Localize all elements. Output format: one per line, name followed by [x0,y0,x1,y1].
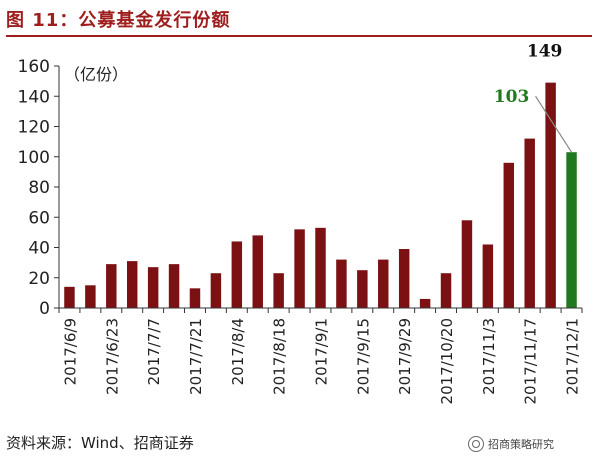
x-tick-label: 2017/9/1 [313,318,331,385]
bar [252,235,263,308]
annotation-leader-line [535,95,573,153]
x-tick-label: 2017/6/9 [61,318,79,385]
x-tick-label: 2017/11/3 [480,318,498,395]
y-tick-label: 140 [18,87,50,107]
wechat-icon [468,436,484,452]
x-tick-label: 2017/7/7 [145,318,163,385]
bar [315,227,326,308]
bar [440,273,452,308]
bar [231,241,243,308]
bar [419,298,431,308]
x-axis: 2017/6/9 2017/6/23 2017/7/7 2017/7/21 2017/8… [58,307,583,404]
y-tick-label: 20 [28,269,50,289]
bar [503,162,515,308]
bar [64,286,75,308]
bar [545,82,556,308]
x-tick-label: 2017/8/18 [271,318,289,395]
y-tick-label: 160 [18,57,50,77]
bar [106,264,117,308]
y-tick-label: 60 [28,208,50,228]
source-note: 资料来源：Wind、招商证券 [6,434,194,452]
y-unit-label: （亿份） [64,65,128,84]
y-axis: 0 20 40 60 80 100 120 140 160 （亿份） [18,57,128,319]
bar [294,229,305,308]
x-tick-label: 2017/10/20 [438,318,456,404]
watermark: 招商策略研究 [468,436,554,452]
y-tick-label: 0 [39,299,50,319]
chart-title: 图 11：公募基金发行份额 [6,10,231,31]
bars [64,82,577,308]
y-tick-label: 80 [28,178,50,198]
bar [378,259,389,308]
bar [336,259,347,308]
bar [85,285,96,308]
annotation-label: 149 [527,42,563,62]
bar [189,288,201,308]
x-tick-label: 2017/7/21 [187,318,205,395]
x-tick-label: 2017/9/15 [354,318,372,395]
bar [126,261,138,308]
bar [461,220,473,308]
bar [147,267,159,308]
x-tick-label: 2017/11/17 [522,318,540,404]
x-tick-label: 2017/6/23 [103,318,121,395]
x-tick-label: 2017/12/1 [564,318,582,395]
bar [168,264,180,308]
y-tick-label: 100 [18,148,50,168]
annotation-label: 103 [494,87,530,107]
title-underline [6,35,592,37]
bar [566,152,577,308]
y-tick-label: 40 [28,239,50,259]
watermark-text: 招商策略研究 [488,438,554,451]
bar [524,138,535,308]
bar [398,249,410,308]
x-tick-label: 2017/8/4 [229,318,247,385]
bar [273,273,284,308]
bar [482,244,494,308]
x-tick-label: 2017/9/29 [396,318,414,395]
bar [210,273,222,308]
bar [357,270,368,308]
y-tick-label: 120 [18,118,50,138]
annotations: 149 103 [494,42,573,153]
